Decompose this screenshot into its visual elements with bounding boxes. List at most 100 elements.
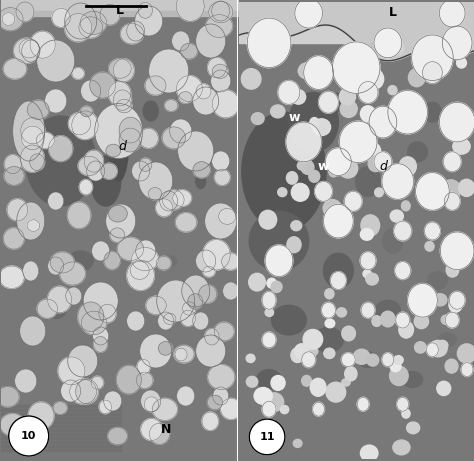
Ellipse shape: [271, 281, 282, 292]
Ellipse shape: [259, 210, 277, 229]
Ellipse shape: [366, 69, 383, 89]
Ellipse shape: [456, 58, 466, 68]
Ellipse shape: [108, 427, 128, 445]
Ellipse shape: [366, 273, 378, 285]
Ellipse shape: [214, 169, 230, 185]
Ellipse shape: [341, 353, 355, 366]
Text: w: w: [318, 160, 329, 173]
Ellipse shape: [148, 188, 162, 200]
Ellipse shape: [302, 352, 316, 367]
Ellipse shape: [360, 445, 378, 461]
Ellipse shape: [109, 59, 131, 78]
Ellipse shape: [22, 427, 36, 439]
Ellipse shape: [381, 311, 395, 327]
Ellipse shape: [287, 237, 301, 253]
Ellipse shape: [313, 119, 330, 136]
Ellipse shape: [136, 240, 156, 262]
Ellipse shape: [338, 159, 358, 178]
Ellipse shape: [295, 0, 322, 28]
Ellipse shape: [246, 354, 255, 362]
Ellipse shape: [437, 381, 451, 396]
Ellipse shape: [81, 106, 92, 117]
Ellipse shape: [146, 296, 166, 314]
Ellipse shape: [109, 82, 131, 106]
Ellipse shape: [291, 221, 301, 230]
Ellipse shape: [19, 39, 39, 58]
Ellipse shape: [119, 118, 142, 143]
Ellipse shape: [425, 242, 434, 251]
Ellipse shape: [193, 162, 210, 178]
Ellipse shape: [326, 155, 343, 172]
Ellipse shape: [127, 21, 145, 41]
Ellipse shape: [152, 398, 177, 420]
Ellipse shape: [117, 99, 132, 113]
Ellipse shape: [48, 136, 73, 161]
Ellipse shape: [443, 152, 461, 171]
Ellipse shape: [326, 148, 351, 176]
Ellipse shape: [104, 251, 120, 270]
Ellipse shape: [246, 376, 258, 387]
Ellipse shape: [429, 340, 447, 357]
Ellipse shape: [332, 42, 380, 94]
Ellipse shape: [106, 144, 121, 157]
Ellipse shape: [170, 119, 191, 143]
Ellipse shape: [416, 172, 449, 210]
Ellipse shape: [193, 87, 219, 115]
Ellipse shape: [442, 186, 459, 201]
Ellipse shape: [196, 173, 206, 189]
Ellipse shape: [135, 6, 163, 36]
Ellipse shape: [175, 348, 187, 361]
Ellipse shape: [241, 69, 261, 89]
Ellipse shape: [330, 61, 347, 76]
Ellipse shape: [36, 132, 55, 148]
Ellipse shape: [449, 291, 465, 309]
Ellipse shape: [437, 340, 448, 350]
Ellipse shape: [36, 40, 75, 82]
Ellipse shape: [179, 92, 192, 103]
Ellipse shape: [363, 270, 371, 278]
Ellipse shape: [298, 63, 317, 79]
Ellipse shape: [439, 102, 474, 142]
Ellipse shape: [329, 166, 338, 177]
Ellipse shape: [58, 357, 85, 385]
Ellipse shape: [221, 398, 242, 420]
Ellipse shape: [278, 81, 300, 104]
Ellipse shape: [422, 62, 442, 83]
Ellipse shape: [26, 116, 96, 206]
Ellipse shape: [178, 131, 214, 171]
Ellipse shape: [209, 1, 233, 23]
Ellipse shape: [64, 13, 92, 42]
Ellipse shape: [221, 253, 239, 270]
Ellipse shape: [132, 161, 150, 181]
Ellipse shape: [113, 90, 132, 110]
Ellipse shape: [395, 262, 410, 279]
Ellipse shape: [445, 359, 458, 373]
Ellipse shape: [393, 440, 410, 455]
Ellipse shape: [328, 94, 349, 111]
Ellipse shape: [213, 387, 229, 405]
Ellipse shape: [313, 402, 325, 416]
Ellipse shape: [130, 261, 149, 279]
Ellipse shape: [356, 166, 381, 196]
Ellipse shape: [291, 90, 306, 104]
Ellipse shape: [45, 89, 67, 113]
Ellipse shape: [408, 142, 428, 162]
Ellipse shape: [28, 402, 54, 430]
Ellipse shape: [157, 280, 195, 322]
Ellipse shape: [375, 300, 400, 320]
Ellipse shape: [16, 2, 34, 22]
Ellipse shape: [382, 353, 394, 366]
Ellipse shape: [423, 102, 441, 122]
Ellipse shape: [72, 111, 98, 140]
Ellipse shape: [394, 221, 411, 241]
Ellipse shape: [173, 190, 191, 207]
Ellipse shape: [140, 334, 172, 368]
Ellipse shape: [37, 299, 57, 318]
Ellipse shape: [156, 256, 171, 270]
Ellipse shape: [149, 423, 170, 444]
Ellipse shape: [141, 419, 162, 440]
Ellipse shape: [136, 372, 153, 389]
Ellipse shape: [7, 199, 28, 221]
Ellipse shape: [4, 166, 24, 185]
Ellipse shape: [324, 348, 335, 359]
